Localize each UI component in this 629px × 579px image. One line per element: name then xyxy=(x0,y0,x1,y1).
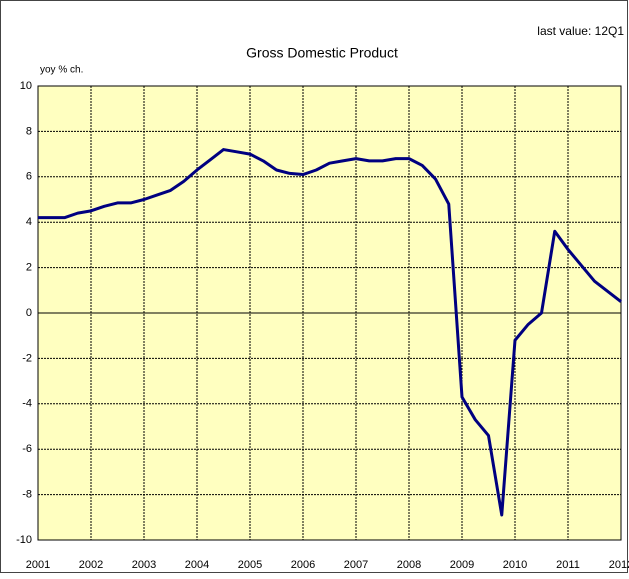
x-tick-label: 2007 xyxy=(344,559,368,571)
y-tick-label: 2 xyxy=(26,262,32,274)
chart-subtitle: last value: 12Q1 xyxy=(537,24,624,38)
y-tick-label: -10 xyxy=(16,534,32,546)
x-tick-label: 2011 xyxy=(556,559,580,571)
x-tick-label: 2005 xyxy=(238,559,262,571)
y-tick-label: -4 xyxy=(22,398,32,410)
y-tick-label: -2 xyxy=(22,352,32,364)
x-tick-label: 2001 xyxy=(26,559,50,571)
y-tick-label: -6 xyxy=(22,443,32,455)
x-tick-label: 2008 xyxy=(397,559,421,571)
x-tick-label: 2004 xyxy=(185,559,209,571)
chart-title: Gross Domestic Product xyxy=(246,45,398,61)
y-axis-label: yoy % ch. xyxy=(40,65,83,76)
y-tick-label: 6 xyxy=(26,171,32,183)
x-tick-label: 2012 xyxy=(609,559,629,571)
y-tick-label: 0 xyxy=(26,307,32,319)
x-tick-label: 2003 xyxy=(132,559,156,571)
x-tick-label: 2010 xyxy=(503,559,527,571)
y-tick-label: 8 xyxy=(26,125,32,137)
x-tick-label: 2002 xyxy=(79,559,103,571)
x-tick-label: 2009 xyxy=(450,559,474,571)
y-tick-label: 4 xyxy=(26,216,32,228)
data-line xyxy=(38,148,622,517)
y-tick-label: -8 xyxy=(22,489,32,501)
y-tick-label: 10 xyxy=(20,80,32,92)
x-tick-label: 2006 xyxy=(291,559,315,571)
